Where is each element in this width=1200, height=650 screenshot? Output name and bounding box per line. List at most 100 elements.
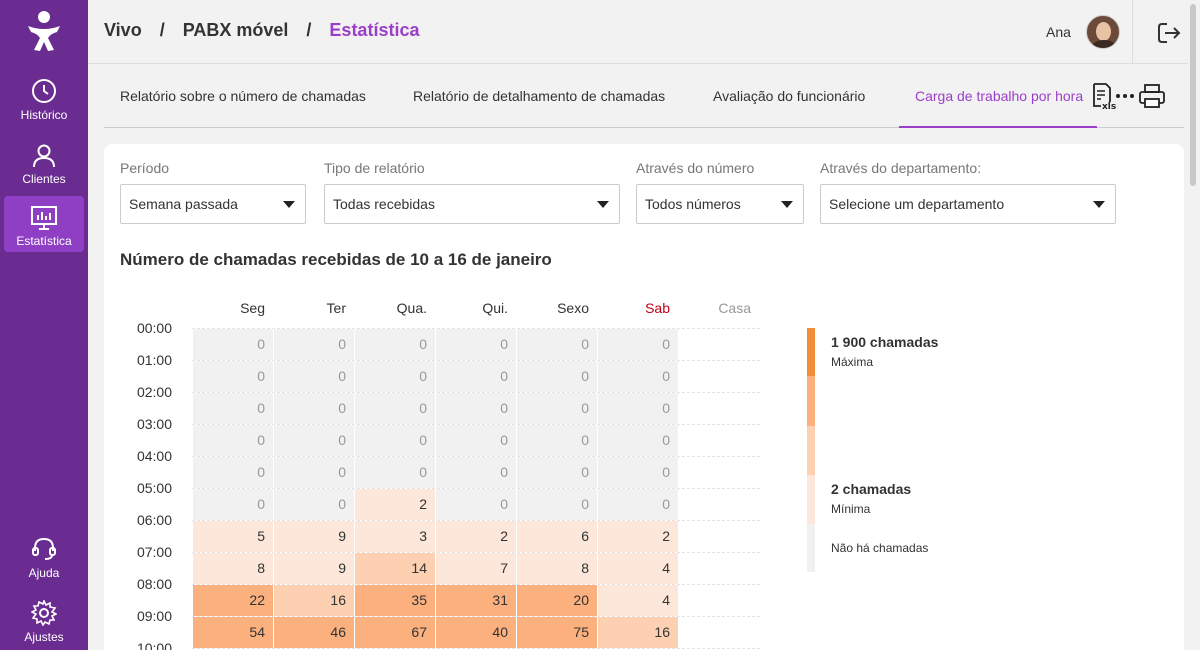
- clock-icon: [32, 79, 56, 103]
- xls-export-icon[interactable]: xls: [1092, 82, 1122, 110]
- sidebar: Histórico Clientes Estatística Ajuda Aju…: [0, 0, 88, 650]
- print-icon[interactable]: [1138, 82, 1166, 110]
- sidebar-item-ajuda[interactable]: Ajuda: [4, 528, 84, 584]
- headset-icon: [32, 537, 56, 560]
- avatar[interactable]: [1086, 15, 1120, 49]
- heatmap-cell: 2: [355, 489, 435, 520]
- chevron-down-icon: [781, 201, 793, 208]
- heatmap-cell: 8: [193, 553, 273, 584]
- report-type-select-value: Todas recebidas: [333, 196, 435, 212]
- heatmap-cell: 0: [436, 489, 516, 520]
- day-header: Seg: [240, 300, 265, 316]
- heatmap-cell: 0: [193, 329, 273, 360]
- scrollbar-thumb[interactable]: [1190, 4, 1196, 186]
- time-label: 03:00: [136, 416, 172, 432]
- avatar-body: [1091, 40, 1117, 48]
- heatmap-cell: 0: [517, 393, 597, 424]
- heatmap-cell: 0: [436, 329, 516, 360]
- heatmap-cell: 0: [274, 457, 354, 488]
- svg-text:xls: xls: [1102, 102, 1116, 110]
- sidebar-item-label: Clientes: [22, 172, 66, 186]
- heatmap-cell: 16: [598, 617, 678, 648]
- breadcrumb-item-pabx[interactable]: PABX móvel: [182, 20, 289, 40]
- grid-line: [192, 328, 760, 329]
- grid-line: [192, 616, 760, 617]
- chevron-down-icon: [597, 201, 609, 208]
- tab-avaliacao[interactable]: Avaliação do funcionário: [713, 88, 866, 104]
- heatmap-cell: 20: [517, 585, 597, 616]
- heatmap-cell: 46: [274, 617, 354, 648]
- heatmap-cell: 0: [436, 457, 516, 488]
- day-header: Sab: [645, 300, 670, 316]
- legend-swatch-none: [807, 524, 815, 572]
- tab-numero-chamadas[interactable]: Relatório sobre o número de chamadas: [120, 88, 366, 104]
- heatmap-cell: 0: [436, 393, 516, 424]
- heatmap-cell: 40: [436, 617, 516, 648]
- number-select[interactable]: Todos números: [636, 184, 804, 224]
- heatmap-cell: 0: [598, 393, 678, 424]
- grid-line: [192, 648, 760, 649]
- active-tab-indicator: [899, 126, 1097, 128]
- page-scrollbar[interactable]: [1188, 0, 1200, 650]
- heatmap-cell: 0: [436, 361, 516, 392]
- vivo-logo-icon[interactable]: [24, 10, 64, 52]
- sidebar-item-label: Histórico: [20, 108, 68, 122]
- heatmap-cell: 8: [517, 553, 597, 584]
- report-type-select[interactable]: Todas recebidas: [324, 184, 620, 224]
- filter-label-departamento: Através do departamento:: [820, 160, 982, 176]
- sidebar-item-label: Estatística: [16, 234, 72, 248]
- department-select[interactable]: Selecione um departamento: [820, 184, 1116, 224]
- legend-swatch-high: [807, 376, 815, 426]
- logout-icon[interactable]: [1156, 20, 1182, 46]
- heatmap-cell: 22: [193, 585, 273, 616]
- tab-carga-trabalho[interactable]: Carga de trabalho por hora: [915, 88, 1084, 104]
- report-card: Período Semana passada Tipo de relatório…: [104, 144, 1184, 650]
- heatmap-cell: 0: [355, 329, 435, 360]
- period-select[interactable]: Semana passada: [120, 184, 306, 224]
- heatmap-cell: 5: [193, 521, 273, 552]
- department-select-value: Selecione um departamento: [829, 196, 1005, 212]
- grid-line: [192, 552, 760, 553]
- sidebar-item-historico[interactable]: Histórico: [4, 70, 84, 126]
- user-name[interactable]: Ana: [1046, 24, 1071, 40]
- heatmap-cell: 0: [193, 393, 273, 424]
- chevron-down-icon: [1093, 201, 1105, 208]
- heatmap-cell: 0: [355, 393, 435, 424]
- user-icon: [33, 144, 55, 168]
- heatmap-cell: 0: [517, 329, 597, 360]
- heatmap-cell: 0: [598, 361, 678, 392]
- legend-max-sub: Máxima: [831, 355, 874, 369]
- heatmap-cell: 0: [517, 425, 597, 456]
- legend-min-sub: Mínima: [831, 502, 871, 516]
- heatmap-cell: 75: [517, 617, 597, 648]
- sidebar-item-label: Ajuda: [28, 566, 60, 580]
- grid-line: [192, 584, 760, 585]
- filter-label-periodo: Período: [120, 160, 170, 176]
- sidebar-item-clientes[interactable]: Clientes: [4, 134, 84, 190]
- heatmap-cell: 0: [193, 361, 273, 392]
- heatmap-cell: 0: [274, 393, 354, 424]
- header: Vivo / PABX móvel / Estatística Ana: [88, 0, 1188, 64]
- time-label: 07:00: [136, 544, 172, 560]
- sidebar-item-estatistica[interactable]: Estatística: [4, 196, 84, 252]
- heatmap-cell: 0: [193, 425, 273, 456]
- legend-max-title: 1 900 chamadas: [831, 334, 939, 350]
- heatmap-cell: 2: [436, 521, 516, 552]
- heatmap-cell: 3: [355, 521, 435, 552]
- legend-swatch-min: [807, 475, 815, 524]
- gear-icon: [31, 600, 57, 626]
- breadcrumb-item-vivo[interactable]: Vivo: [104, 20, 142, 40]
- time-label: 05:00: [136, 480, 172, 496]
- day-header: Casa: [718, 300, 751, 316]
- time-label: 09:00: [136, 608, 172, 624]
- breadcrumb-separator: /: [159, 20, 165, 40]
- more-options-icon[interactable]: [1115, 82, 1137, 110]
- heatmap-cell: 0: [517, 457, 597, 488]
- tab-detalhamento[interactable]: Relatório de detalhamento de chamadas: [413, 88, 666, 104]
- heatmap-cell: 9: [274, 521, 354, 552]
- sidebar-item-ajustes[interactable]: Ajustes: [4, 592, 84, 648]
- heatmap-cell: 0: [193, 489, 273, 520]
- grid-line: [192, 456, 760, 457]
- legend-none-label: Não há chamadas: [831, 541, 929, 555]
- grid-line: [192, 424, 760, 425]
